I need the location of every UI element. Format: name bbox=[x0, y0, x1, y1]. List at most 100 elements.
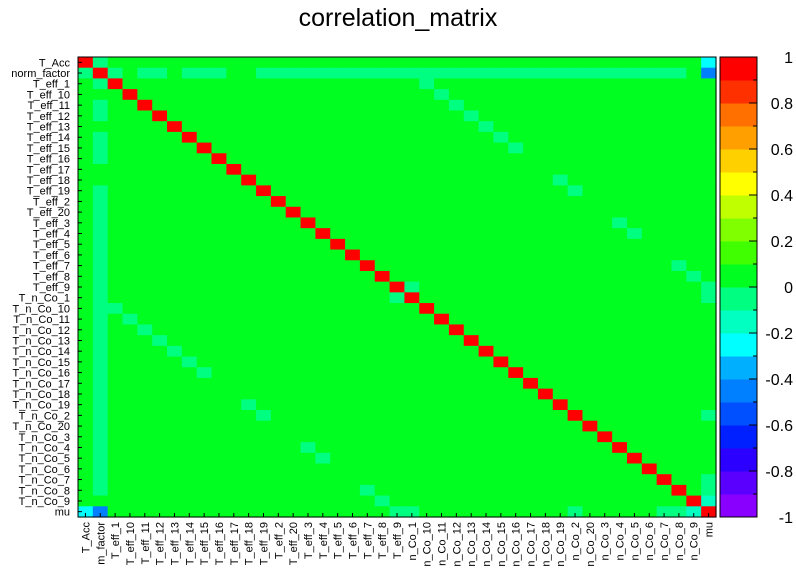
heatmap-cell bbox=[389, 196, 406, 208]
heatmap-cell bbox=[597, 57, 613, 69]
heatmap-cell bbox=[374, 206, 391, 219]
heatmap-cell bbox=[167, 78, 183, 90]
heatmap-cell bbox=[478, 292, 495, 304]
heatmap-cell bbox=[478, 303, 495, 315]
heatmap-cell bbox=[523, 452, 539, 465]
heatmap-cell bbox=[315, 153, 331, 165]
heatmap-cell bbox=[612, 174, 628, 186]
heatmap-cell bbox=[196, 121, 213, 133]
heatmap-cell bbox=[345, 495, 361, 507]
heatmap-cell bbox=[137, 78, 153, 90]
heatmap-cell bbox=[152, 463, 168, 475]
heatmap-cell bbox=[226, 495, 242, 507]
heatmap-cell bbox=[389, 142, 406, 154]
heatmap-cell bbox=[92, 99, 109, 112]
heatmap-cell bbox=[463, 345, 480, 358]
heatmap-cell bbox=[463, 217, 480, 229]
heatmap-cell bbox=[107, 121, 124, 133]
heatmap-cell bbox=[463, 399, 480, 411]
heatmap-cell bbox=[641, 431, 658, 443]
heatmap-cell bbox=[641, 228, 658, 240]
heatmap-cell bbox=[389, 345, 406, 358]
heatmap-cell bbox=[552, 292, 569, 304]
heatmap-cell bbox=[701, 121, 717, 133]
heatmap-cell bbox=[345, 196, 361, 208]
heatmap-cell bbox=[92, 142, 109, 154]
heatmap-cell bbox=[626, 131, 643, 144]
heatmap-cell bbox=[448, 495, 465, 507]
heatmap-cell bbox=[641, 324, 658, 336]
heatmap-cell bbox=[612, 196, 628, 208]
heatmap-cell bbox=[256, 377, 272, 390]
heatmap-cell bbox=[300, 345, 316, 358]
heatmap-cell bbox=[552, 442, 569, 454]
heatmap-cell bbox=[508, 303, 524, 315]
heatmap-cell bbox=[626, 442, 643, 454]
heatmap-cell bbox=[656, 89, 673, 101]
heatmap-cell bbox=[359, 89, 376, 101]
heatmap-cell bbox=[285, 377, 302, 390]
x-tick-label: n_Co_19 bbox=[555, 522, 567, 567]
x-tick-label: T_eff_2 bbox=[273, 522, 285, 559]
heatmap-cell bbox=[686, 313, 702, 326]
heatmap-cell bbox=[434, 217, 450, 229]
heatmap-cell bbox=[196, 89, 213, 101]
heatmap-cell bbox=[493, 99, 509, 112]
heatmap-cell bbox=[478, 324, 495, 336]
heatmap-cell bbox=[78, 142, 94, 154]
heatmap-cell bbox=[389, 410, 406, 422]
heatmap-cell bbox=[92, 206, 109, 219]
heatmap-cell bbox=[241, 142, 257, 154]
heatmap-cell bbox=[686, 174, 702, 186]
heatmap-cell bbox=[330, 228, 346, 240]
heatmap-cell bbox=[300, 67, 316, 79]
heatmap-cell bbox=[374, 260, 391, 272]
heatmap-cell bbox=[508, 410, 524, 422]
heatmap-cell bbox=[122, 260, 138, 272]
heatmap-cell bbox=[404, 292, 420, 304]
heatmap-cell bbox=[389, 228, 406, 240]
heatmap-cell bbox=[78, 153, 94, 165]
heatmap-cell bbox=[626, 495, 643, 507]
heatmap-cell bbox=[419, 303, 435, 315]
heatmap-cell bbox=[107, 335, 124, 347]
heatmap-cell bbox=[656, 78, 673, 90]
heatmap-cell bbox=[256, 174, 272, 186]
heatmap-cell bbox=[478, 399, 495, 411]
heatmap-cell bbox=[597, 388, 613, 400]
heatmap-cell bbox=[552, 463, 569, 475]
heatmap-cell bbox=[330, 89, 346, 101]
heatmap-cell bbox=[137, 399, 153, 411]
heatmap-cell bbox=[463, 131, 480, 144]
heatmap-cell bbox=[552, 121, 569, 133]
heatmap-cell bbox=[374, 474, 391, 486]
heatmap-cell bbox=[78, 260, 94, 272]
heatmap-cell bbox=[686, 249, 702, 261]
heatmap-cell bbox=[211, 292, 227, 304]
heatmap-cell bbox=[701, 367, 717, 379]
x-tick-label: n_Co_1 bbox=[407, 522, 419, 561]
heatmap-cell bbox=[493, 217, 509, 229]
heatmap-cell bbox=[612, 238, 628, 251]
heatmap-cell bbox=[211, 313, 227, 326]
heatmap-cell bbox=[626, 484, 643, 497]
heatmap-cell bbox=[493, 367, 509, 379]
heatmap-cell bbox=[478, 506, 495, 518]
heatmap-cell bbox=[167, 153, 183, 165]
heatmap-cell bbox=[448, 388, 465, 400]
heatmap-cell bbox=[597, 217, 613, 229]
heatmap-cell bbox=[641, 206, 658, 219]
heatmap-cell bbox=[196, 367, 213, 379]
heatmap-cell bbox=[671, 463, 687, 475]
heatmap-cell bbox=[701, 185, 717, 197]
heatmap-cell bbox=[478, 121, 495, 133]
heatmap-cell bbox=[404, 163, 420, 176]
heatmap-cell bbox=[374, 324, 391, 336]
heatmap-cell bbox=[597, 270, 613, 283]
heatmap-cell bbox=[478, 78, 495, 90]
heatmap-cell bbox=[493, 474, 509, 486]
heatmap-cell bbox=[330, 367, 346, 379]
colorbar-bin bbox=[720, 241, 757, 265]
heatmap-cell bbox=[582, 495, 598, 507]
heatmap-cell bbox=[285, 410, 302, 422]
